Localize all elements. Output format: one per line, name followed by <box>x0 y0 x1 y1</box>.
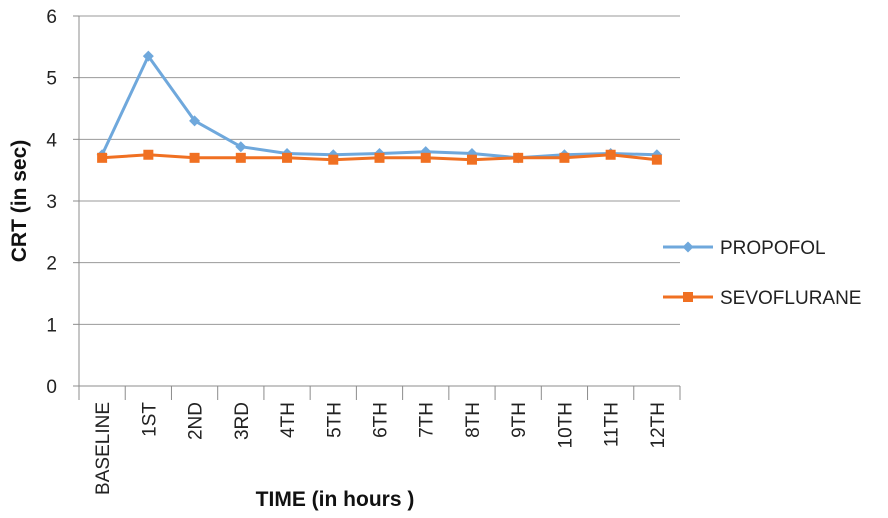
y-axis-ticks: 0 1 2 3 4 5 6 <box>46 7 79 398</box>
data-point-sevoflurane <box>420 152 431 163</box>
series-line-propofol <box>100 54 657 160</box>
data-point-propofol <box>142 50 154 62</box>
data-point-sevoflurane <box>466 154 477 165</box>
x-tick-label: 3RD <box>232 402 253 440</box>
data-point-sevoflurane <box>651 154 662 165</box>
y-tick-label: 0 <box>46 377 57 398</box>
gridlines <box>79 15 680 387</box>
data-point-sevoflurane <box>235 152 246 163</box>
data-point-sevoflurane <box>189 152 200 163</box>
data-point-sevoflurane <box>143 149 154 160</box>
x-tick-label: 9TH <box>509 402 530 438</box>
legend-marker-propofol <box>682 241 694 253</box>
y-tick-label: 4 <box>46 130 57 151</box>
legend-label-sevoflurane: SEVOFLURANE <box>720 288 861 309</box>
series-layer <box>96 50 663 165</box>
x-tick-label: 5TH <box>324 402 345 438</box>
data-point-sevoflurane <box>513 152 524 163</box>
y-tick-label: 3 <box>46 192 57 213</box>
data-point-sevoflurane <box>328 154 339 165</box>
data-point-sevoflurane <box>374 152 385 163</box>
data-point-sevoflurane <box>282 152 293 163</box>
x-tick-label: 11TH <box>602 402 623 447</box>
y-axis-title: CRT (in sec) <box>8 140 31 263</box>
data-point-sevoflurane <box>605 149 616 160</box>
data-point-sevoflurane <box>97 152 108 163</box>
x-tick-label: 2ND <box>186 402 207 440</box>
x-tick-label: 8TH <box>463 402 484 438</box>
x-axis-title: TIME (in hours ) <box>256 488 415 511</box>
x-tick-label: BASELINE <box>93 402 114 495</box>
y-tick-label: 2 <box>46 254 57 275</box>
data-point-propofol <box>189 115 201 127</box>
x-tick-label: 4TH <box>278 402 299 438</box>
data-point-propofol <box>235 141 247 153</box>
x-axis: BASELINE 1ST 2ND 3RD 4TH 5TH 6TH 7TH 8TH 9TH 10TH 1… <box>78 16 681 495</box>
x-tick-label: 12TH <box>648 402 669 448</box>
legend-label-propofol: PROPOFOL <box>720 238 826 259</box>
y-tick-label: 6 <box>46 7 57 28</box>
y-tick-label: 5 <box>46 69 57 90</box>
x-tick-label: 1ST <box>139 402 160 437</box>
legend-marker-sevoflurane <box>683 292 693 302</box>
x-tick-label: 7TH <box>417 402 438 438</box>
y-tick-label: 1 <box>46 315 57 336</box>
x-tick-label: 6TH <box>371 402 392 438</box>
x-tick-label: 10TH <box>555 402 576 448</box>
legend: PROPOFOL SEVOFLURANE <box>663 238 861 309</box>
data-point-sevoflurane <box>559 152 570 163</box>
